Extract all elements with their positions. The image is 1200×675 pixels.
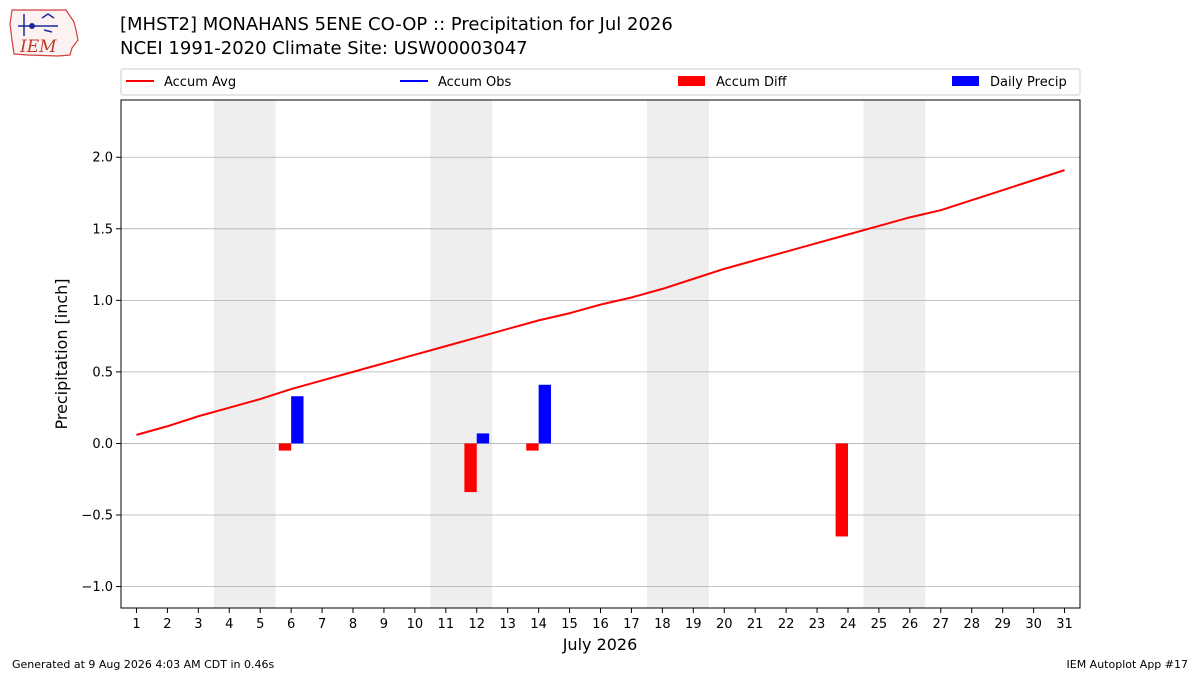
weekend-shading (213, 100, 926, 608)
footer-app: IEM Autoplot App #17 (1067, 658, 1189, 671)
y-tick-label: 1.0 (92, 294, 113, 309)
daily-precip-bar (291, 396, 304, 444)
x-tick-label: 19 (685, 617, 702, 632)
legend: Accum Avg Accum Obs Accum Diff Daily Precip (120, 68, 1081, 96)
x-tick-label: 18 (654, 617, 671, 632)
footer-generated: Generated at 9 Aug 2026 4:03 AM CDT in 0… (12, 658, 274, 671)
y-tick-label: −1.0 (81, 580, 113, 595)
y-ticks: −1.0 −0.5 0.0 0.5 1.0 1.5 2.0 (81, 151, 121, 595)
y-tick-label: 0.5 (92, 365, 113, 380)
x-tick-label: 4 (225, 617, 233, 632)
accum-diff-bar (835, 443, 848, 537)
x-tick-label: 24 (840, 617, 857, 632)
legend-frame (120, 68, 1081, 96)
chart-subtitle: NCEI 1991-2020 Climate Site: USW00003047 (120, 38, 528, 59)
x-axis-label: July 2026 (562, 635, 638, 654)
x-tick-label: 28 (963, 617, 980, 632)
y-axis-label: Precipitation [inch] (52, 278, 71, 429)
weekend-band (863, 100, 926, 608)
x-tick-label: 8 (349, 617, 357, 632)
x-tick-label: 23 (809, 617, 826, 632)
y-tick-label: 0.0 (92, 437, 113, 452)
x-tick-label: 2 (163, 617, 171, 632)
x-tick-label: 31 (1056, 617, 1073, 632)
weekend-band (213, 100, 276, 608)
weekend-band (430, 100, 493, 608)
plot-area (120, 99, 1081, 609)
weather-station-icon (18, 13, 58, 36)
accum-diff-bar (526, 443, 539, 451)
legend-swatch (952, 76, 979, 86)
x-tick-label: 9 (380, 617, 388, 632)
x-tick-label: 5 (256, 617, 264, 632)
x-tick-label: 14 (530, 617, 547, 632)
chart-title: [MHST2] MONAHANS 5ENE CO-OP :: Precipita… (120, 14, 673, 35)
x-tick-label: 22 (778, 617, 795, 632)
iowa-outline-icon (9, 9, 79, 57)
legend-label: Accum Obs (438, 75, 511, 90)
daily-precip-bar (476, 433, 490, 444)
logo-text: IEM (19, 37, 57, 57)
legend-label: Accum Diff (716, 75, 788, 90)
weekend-band (646, 100, 709, 608)
bars (278, 384, 848, 537)
x-tick-label: 6 (287, 617, 295, 632)
legend-label: Daily Precip (990, 75, 1067, 90)
x-tick-label: 27 (933, 617, 950, 632)
accum-diff-bar (278, 443, 292, 451)
x-tick-label: 25 (871, 617, 888, 632)
y-tick-label: −0.5 (81, 508, 113, 523)
legend-label: Accum Avg (164, 75, 236, 90)
x-tick-label: 3 (194, 617, 202, 632)
iem-logo: IEM (9, 9, 79, 57)
x-tick-label: 20 (716, 617, 733, 632)
x-tick-label: 12 (468, 617, 485, 632)
legend-swatch (678, 76, 705, 86)
x-tick-label: 30 (1025, 617, 1042, 632)
x-tick-label: 21 (747, 617, 764, 632)
x-tick-label: 26 (902, 617, 919, 632)
accum-diff-bar (464, 443, 477, 493)
lines (136, 169, 1065, 436)
daily-precip-bar (538, 384, 552, 444)
x-tick-label: 11 (438, 617, 455, 632)
x-tick-label: 29 (994, 617, 1011, 632)
x-ticks: 1 2 3 4 5 6 7 8 9 10 11 12 13 14 15 16 17 18 19 20 21 22 23 24 2… (132, 608, 1073, 632)
x-tick-label: 13 (499, 617, 516, 632)
y-tick-label: 1.5 (92, 222, 113, 237)
x-tick-label: 15 (561, 617, 578, 632)
x-tick-label: 10 (407, 617, 424, 632)
x-tick-label: 7 (318, 617, 326, 632)
accum-avg-line (136, 169, 1065, 436)
y-tick-label: 2.0 (92, 151, 113, 166)
x-tick-label: 1 (132, 617, 140, 632)
x-tick-label: 16 (592, 617, 609, 632)
x-tick-label: 17 (623, 617, 640, 632)
